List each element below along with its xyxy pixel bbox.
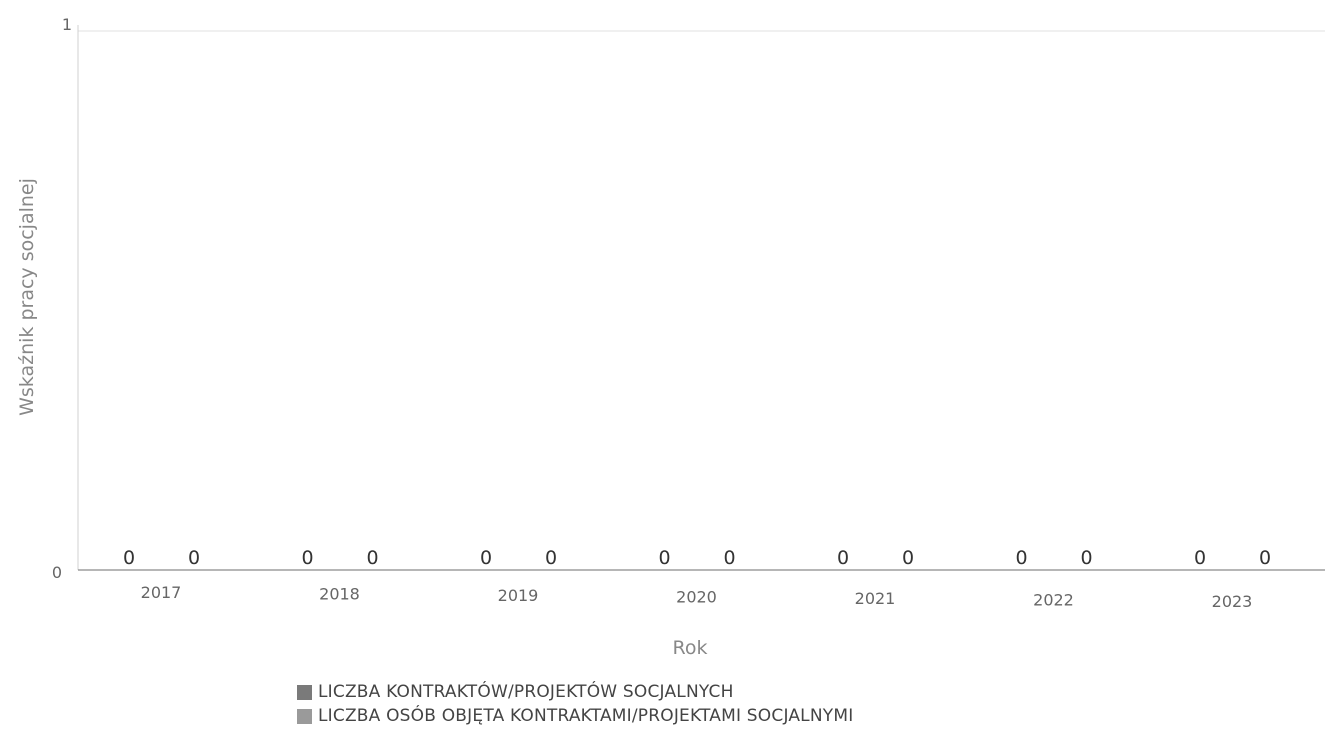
data-label-2021-series-1: 0	[837, 547, 849, 569]
x-tick-label-2023: 2023	[1212, 592, 1253, 611]
legend: LICZBA KONTRAKTÓW/PROJEKTÓW SOCJALNYCH L…	[297, 680, 853, 728]
x-tick-label-2018: 2018	[319, 585, 360, 604]
data-label-2022-series-1: 0	[1015, 547, 1027, 569]
y-axis-title: Wskaźnik pracy socjalnej	[16, 178, 38, 416]
y-tick-label-0: 0	[52, 563, 62, 582]
x-tick-label-2019: 2019	[498, 586, 539, 605]
data-label-2023-series-2: 0	[1259, 547, 1271, 569]
data-label-2019-series-1: 0	[480, 547, 492, 569]
x-tick-label-2022: 2022	[1033, 591, 1074, 610]
chart-marks: 2017 0 0 2018 0 0 2019 0 0 2020 0 0 2021 0 0 2022 0 0 2023…	[123, 547, 1271, 611]
x-tick-label-2017: 2017	[141, 583, 182, 602]
data-label-2022-series-2: 0	[1080, 547, 1092, 569]
legend-label-series-1: LICZBA KONTRAKTÓW/PROJEKTÓW SOCJALNYCH	[318, 682, 734, 702]
legend-label-series-2: LICZBA OSÓB OBJĘTA KONTRAKTAMI/PROJEKTAM…	[318, 706, 854, 726]
legend-swatch-series-2	[297, 708, 312, 724]
data-label-2018-series-1: 0	[301, 547, 313, 569]
data-label-2017-series-2: 0	[188, 547, 200, 569]
data-label-2021-series-2: 0	[902, 547, 914, 569]
y-tick-label-1: 1	[62, 15, 72, 34]
data-label-2017-series-1: 0	[123, 547, 135, 569]
legend-swatch-series-1	[297, 684, 312, 700]
legend-item-series-1[interactable]: LICZBA KONTRAKTÓW/PROJEKTÓW SOCJALNYCH	[297, 680, 853, 704]
x-tick-label-2020: 2020	[676, 588, 717, 607]
data-label-2019-series-2: 0	[545, 547, 557, 569]
data-label-2020-series-1: 0	[658, 547, 670, 569]
data-label-2018-series-2: 0	[366, 547, 378, 569]
x-axis-title: Rok	[673, 637, 708, 659]
legend-item-series-2[interactable]: LICZBA OSÓB OBJĘTA KONTRAKTAMI/PROJEKTAM…	[297, 704, 853, 728]
data-label-2023-series-1: 0	[1194, 547, 1206, 569]
data-label-2020-series-2: 0	[723, 547, 735, 569]
x-tick-label-2021: 2021	[855, 589, 896, 608]
